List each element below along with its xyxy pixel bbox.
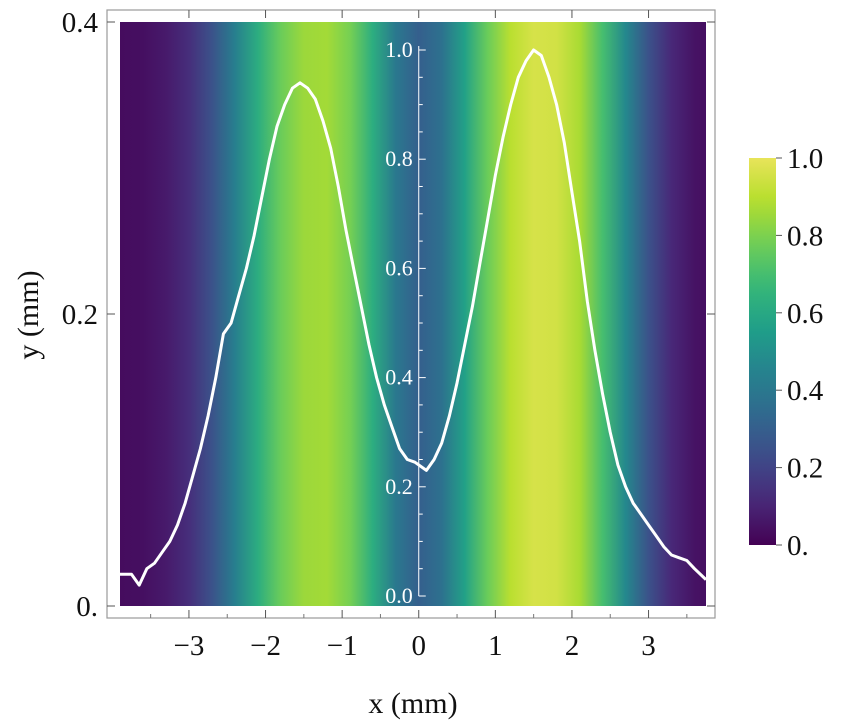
inner-axis-tick-label: 0.6 bbox=[385, 255, 413, 280]
x-axis-label: x (mm) bbox=[368, 687, 457, 720]
colorbar bbox=[749, 158, 776, 545]
profile-line bbox=[120, 48, 708, 587]
x-tick-label: 0 bbox=[411, 630, 426, 662]
inner-axis-tick-label: 1.0 bbox=[385, 37, 413, 62]
x-tick-label: −1 bbox=[327, 630, 358, 662]
colorbar-tick-label: 0. bbox=[787, 530, 809, 562]
colorbar-tick-label: 0.2 bbox=[787, 453, 823, 485]
x-tick-label: −3 bbox=[174, 630, 205, 662]
inner-axis-tick-label: 0.4 bbox=[385, 365, 413, 390]
y-axis-label: y (mm) bbox=[12, 270, 45, 359]
colorbar-tick-label: 0.6 bbox=[787, 298, 823, 330]
colorbar-tick-label: 1.0 bbox=[787, 143, 823, 175]
x-tick-label: −2 bbox=[250, 630, 281, 662]
heatmap-field bbox=[120, 22, 706, 606]
y-tick-label: 0. bbox=[76, 591, 98, 623]
y-tick-label: 0.4 bbox=[62, 7, 99, 39]
x-tick-label: 1 bbox=[488, 630, 503, 662]
inner-axis-tick-label: 0.2 bbox=[385, 474, 413, 499]
x-tick-label: 2 bbox=[565, 630, 580, 662]
inner-axis-tick-label: 0.0 bbox=[385, 583, 413, 608]
x-tick-label: 3 bbox=[641, 630, 656, 662]
colorbar-tick-label: 0.4 bbox=[787, 375, 824, 407]
colorbar-tick-label: 0.8 bbox=[787, 220, 823, 252]
inner-axis-tick-label: 0.8 bbox=[385, 146, 413, 171]
y-tick-label: 0.2 bbox=[62, 299, 98, 331]
